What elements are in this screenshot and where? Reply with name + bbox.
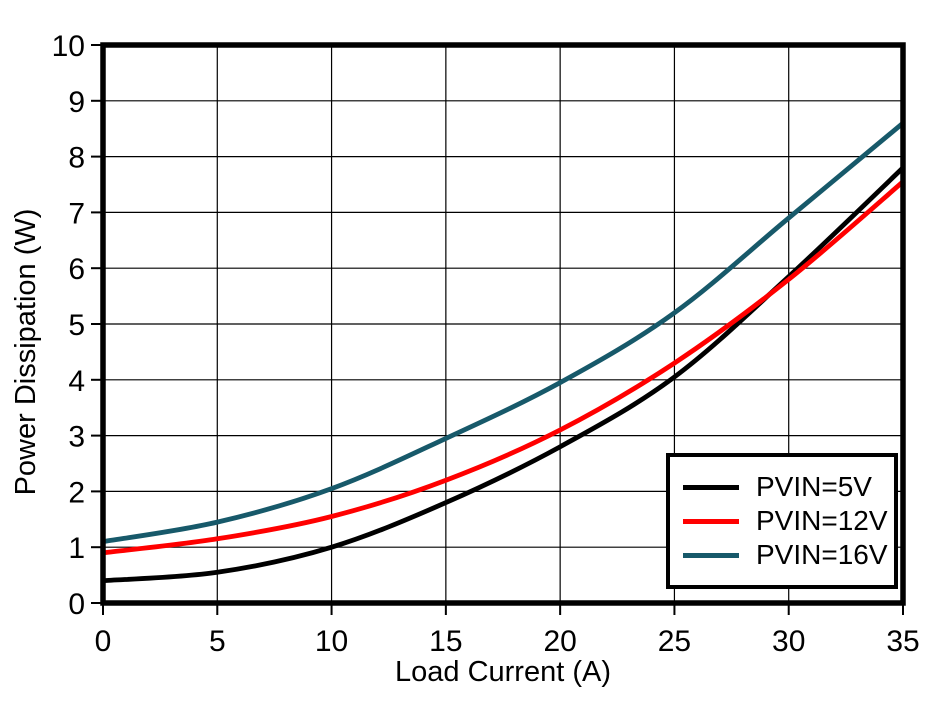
y-tick-label: 4 — [68, 365, 85, 398]
y-tick-label: 6 — [68, 253, 85, 286]
x-tick-label: 20 — [543, 625, 576, 658]
y-tick-label: 7 — [68, 197, 85, 230]
y-tick-label: 10 — [52, 30, 85, 63]
x-tick-label: 15 — [429, 625, 462, 658]
x-axis-title: Load Current (A) — [395, 656, 611, 688]
plot-frame — [100, 42, 906, 606]
legend-item: PVIN=12V — [670, 504, 894, 538]
legend-line-swatch-pvin-5v — [683, 484, 739, 490]
legend-line-swatch-pvin-12v — [683, 518, 739, 524]
legend-label: PVIN=16V — [756, 539, 888, 570]
legend: PVIN=5V PVIN=12V PVIN=16V — [666, 453, 898, 589]
y-tick-label: 9 — [68, 86, 85, 119]
y-axis-title: Power Dissipation (W) — [10, 208, 43, 496]
curve-pvin-12v — [102, 179, 905, 556]
y-tick-label: 8 — [68, 142, 85, 175]
x-tick-label: 10 — [315, 625, 348, 658]
x-tick-label: 30 — [772, 625, 805, 658]
y-tick-label: 1 — [68, 532, 85, 565]
y-tick-label: 0 — [68, 588, 85, 621]
x-tick-label: 35 — [886, 625, 919, 658]
legend-label: PVIN=12V — [756, 505, 888, 536]
legend-label: PVIN=5V — [756, 471, 872, 502]
legend-line-swatch-pvin-16v — [683, 552, 739, 558]
y-tick-label: 2 — [68, 476, 85, 509]
y-tick-label: 5 — [68, 309, 85, 342]
x-tick-label: 5 — [209, 625, 226, 658]
y-tick-label: 3 — [68, 421, 85, 454]
legend-item: PVIN=16V — [670, 538, 894, 572]
x-tick-label: 25 — [658, 625, 691, 658]
legend-item: PVIN=5V — [670, 470, 894, 504]
x-tick-label: 0 — [95, 625, 112, 658]
curve-pvin-16v — [102, 121, 905, 544]
